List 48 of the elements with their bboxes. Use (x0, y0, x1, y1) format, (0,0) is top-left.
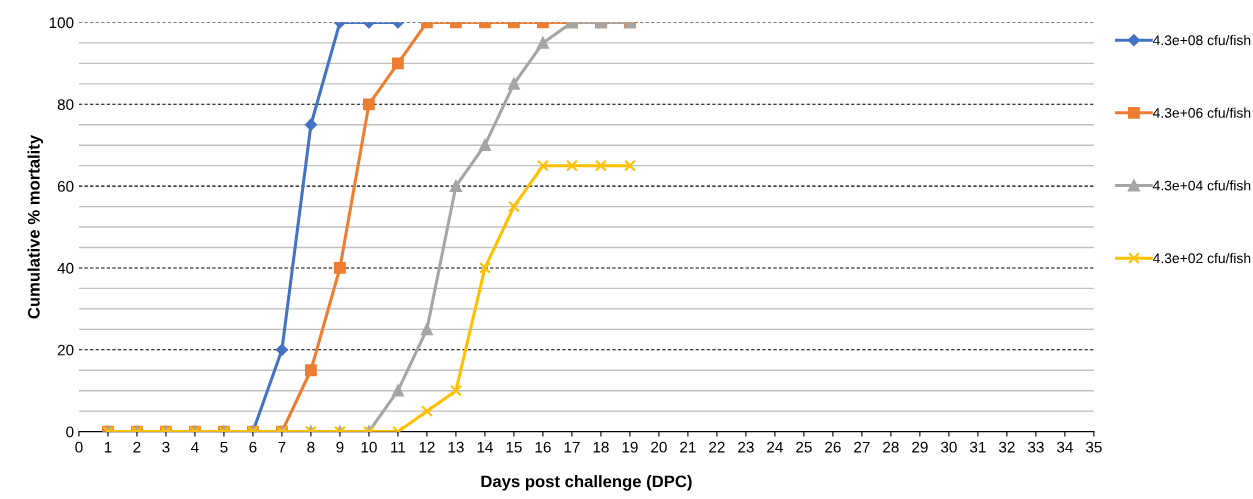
x-tick-label: 29 (912, 441, 928, 453)
x-tick-label: 9 (336, 441, 344, 453)
x-tick-label: 34 (1056, 441, 1073, 453)
x-tick-label: 28 (883, 441, 899, 453)
x-tick-label: 1 (104, 441, 112, 453)
x-tick-label: 2 (133, 441, 141, 453)
x-tick-label: 15 (506, 441, 522, 453)
legend-label: 4.3e+06 cfu/fish (1152, 107, 1251, 118)
x-tick-label: 24 (767, 441, 783, 453)
x-tick-label: 10 (361, 441, 377, 453)
y-tick-label: 60 (57, 180, 74, 192)
x-axis-title: Days post challenge (DPC) (481, 475, 692, 491)
x-tick-label: 32 (998, 441, 1015, 453)
x-tick-label: 31 (969, 441, 986, 453)
y-tick-label: 0 (66, 426, 74, 438)
x-tick-label: 0 (75, 441, 83, 453)
x-tick-label: 19 (622, 441, 638, 453)
x-tick-label: 12 (419, 441, 435, 453)
x-tick-label: 27 (854, 441, 870, 453)
x-tick-label: 4 (191, 441, 199, 453)
x-tick-label: 16 (535, 441, 551, 453)
x-tick-label: 13 (448, 441, 464, 453)
y-tick-label: 40 (57, 262, 74, 274)
legend-label: 4.3e+02 cfu/fish (1152, 252, 1251, 264)
x-tick-label: 22 (709, 441, 725, 453)
x-tick-label: 30 (940, 441, 957, 453)
x-tick-label: 5 (220, 441, 228, 453)
legend-label: 4.3e+04 cfu/fish (1152, 180, 1251, 191)
x-tick-label: 33 (1027, 441, 1044, 453)
x-tick-label: 14 (477, 441, 493, 453)
x-tick-label: 11 (391, 441, 406, 453)
y-tick-label: 80 (57, 99, 74, 110)
x-tick-label: 23 (738, 441, 754, 453)
y-tick-label: 20 (57, 344, 74, 356)
x-tick-label: 21 (680, 441, 696, 453)
x-tick-label: 26 (825, 441, 841, 453)
x-tick-label: 20 (651, 441, 667, 453)
x-tick-label: 18 (593, 441, 609, 453)
x-tick-label: 6 (249, 441, 257, 453)
x-tick-label: 35 (1085, 441, 1102, 453)
x-tick-label: 17 (564, 441, 580, 453)
x-tick-label: 8 (307, 441, 315, 453)
legend-label: 4.3e+08 cfu/fish (1152, 34, 1251, 46)
x-tick-label: 7 (278, 441, 286, 453)
y-axis-title: Cumulative % mortality (27, 134, 44, 319)
y-tick-label: 100 (49, 17, 74, 29)
x-tick-label: 25 (796, 441, 812, 453)
x-tick-label: 3 (162, 441, 170, 453)
